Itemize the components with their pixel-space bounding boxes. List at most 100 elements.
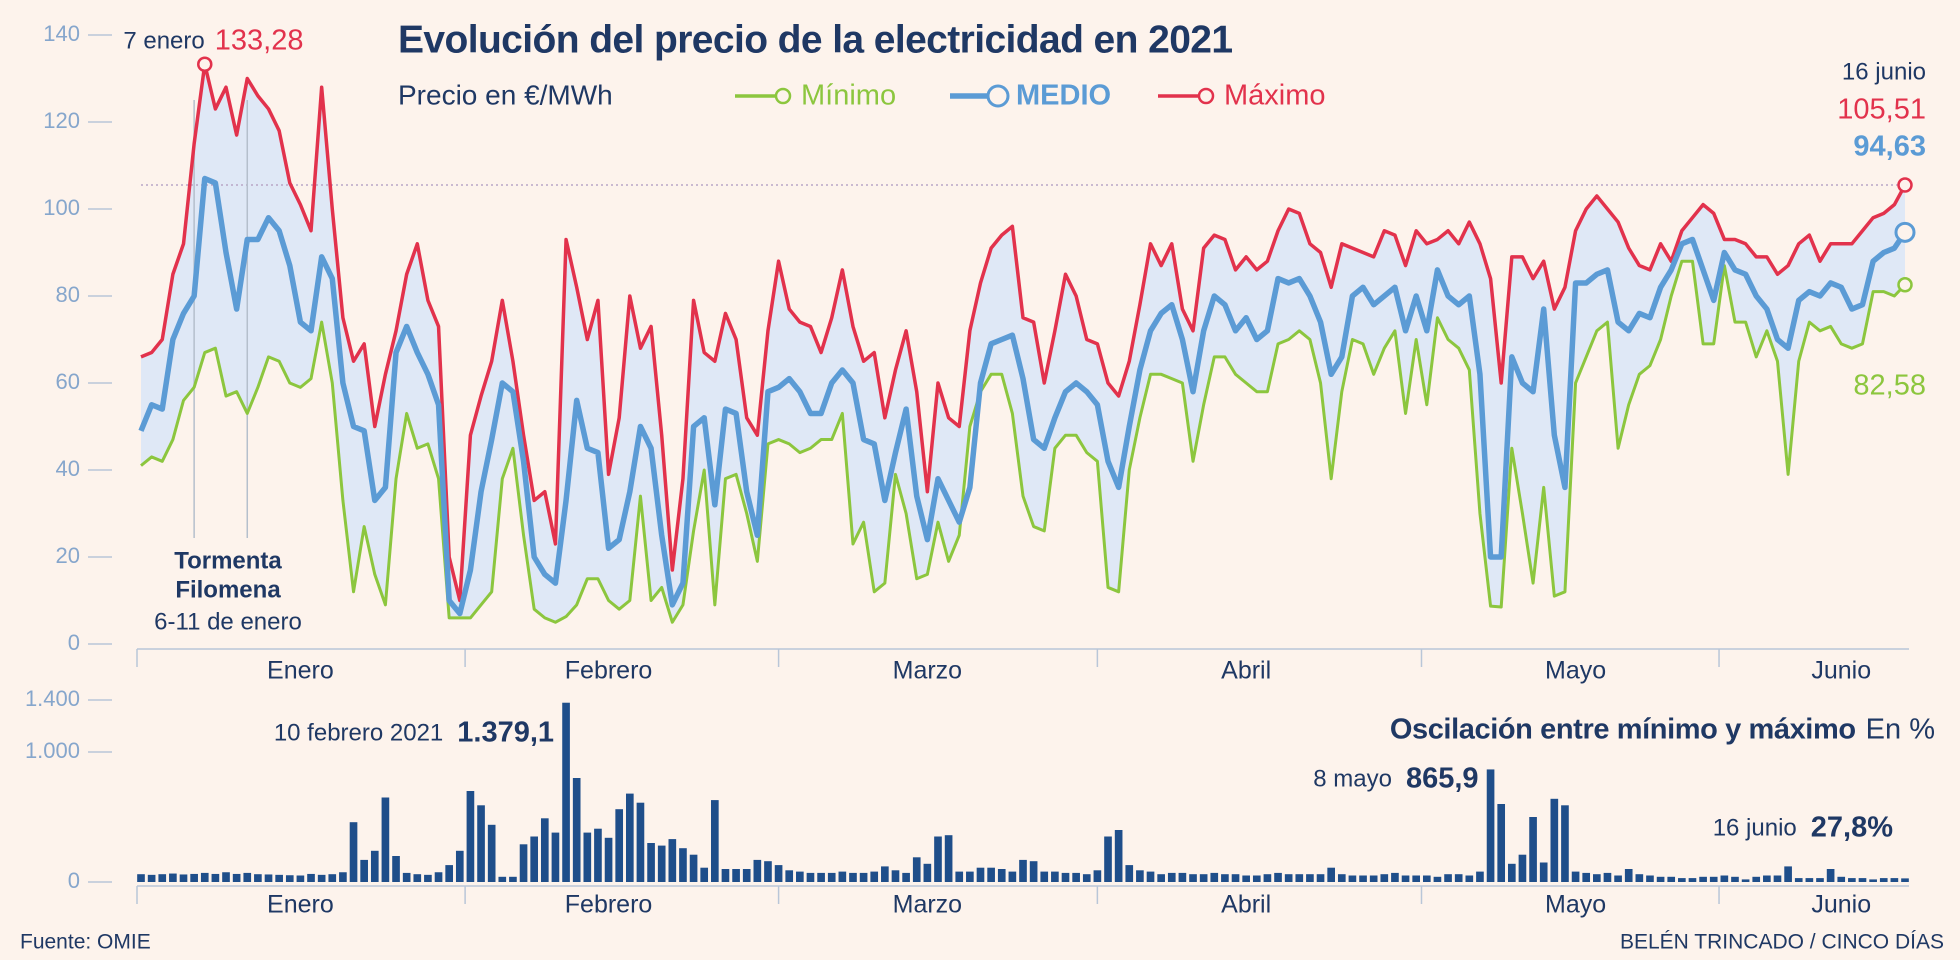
bar (572, 778, 581, 882)
bar (328, 874, 337, 882)
bar (625, 793, 634, 882)
bar (944, 835, 953, 882)
bar (1741, 879, 1750, 882)
bar (1486, 769, 1495, 882)
annotation: 16 junio (1842, 58, 1926, 85)
bar (604, 837, 613, 882)
bar (370, 850, 379, 882)
x-tick-label: Abril (1221, 891, 1271, 919)
bar (689, 854, 698, 882)
bar (275, 874, 283, 882)
bar (721, 869, 730, 882)
bar (1646, 875, 1654, 882)
bar (1476, 871, 1484, 882)
bar (519, 844, 528, 882)
point-marker (1897, 277, 1913, 293)
bar (1454, 874, 1463, 882)
chart-title: Evolución del precio de la electricidad … (398, 18, 1232, 61)
y-tick-label: 1.400 (25, 686, 80, 711)
bar (1667, 876, 1676, 882)
bar (997, 869, 1006, 882)
bar (1082, 874, 1091, 882)
y-tick-label: 80 (56, 282, 80, 307)
bar (424, 874, 432, 882)
bar (1104, 836, 1112, 882)
bar (1773, 875, 1782, 882)
bar (657, 845, 666, 882)
annotation: 7 enero (123, 27, 204, 54)
bar (1816, 878, 1824, 882)
bar (1040, 871, 1049, 882)
bar-unit: En % (1866, 714, 1935, 746)
bar (1794, 878, 1803, 882)
x-tick-label: Abril (1221, 657, 1271, 685)
bar (339, 872, 347, 882)
bar (1656, 876, 1665, 882)
bar (934, 836, 942, 882)
bar (1678, 878, 1686, 882)
bar (742, 869, 751, 882)
x-tick-label: Junio (1811, 657, 1871, 685)
bar (1731, 876, 1739, 882)
bar (1709, 876, 1718, 882)
legend-label: MEDIO (1016, 80, 1111, 112)
value-label: 1.379,1 (457, 717, 554, 749)
x-tick-label: Mayo (1545, 891, 1606, 919)
bar (477, 805, 485, 882)
series-line (138, 175, 1908, 617)
bar (1337, 874, 1346, 882)
bar (1114, 830, 1123, 882)
bar (1136, 870, 1144, 882)
value-label: 94,63 (1853, 131, 1926, 163)
y-tick-label: 0 (68, 868, 80, 893)
bar (1593, 874, 1601, 882)
bar (1550, 798, 1559, 882)
bar (551, 832, 560, 882)
bar (806, 872, 815, 882)
bar (966, 871, 974, 882)
bar (1603, 872, 1612, 882)
bar (1879, 878, 1888, 882)
bar (1837, 876, 1846, 882)
bar (955, 871, 964, 882)
bar (1061, 872, 1070, 882)
x-tick-label: Marzo (893, 891, 962, 919)
bar (158, 874, 167, 882)
bar (827, 872, 836, 882)
bar (307, 873, 315, 882)
value-label: 82,58 (1853, 370, 1926, 402)
bar (1869, 879, 1877, 882)
bar (487, 824, 496, 882)
value-label: 27,8% (1811, 812, 1893, 844)
bar (1763, 875, 1771, 882)
bar (1433, 876, 1442, 882)
legend-marker (1197, 87, 1215, 105)
bar (1412, 875, 1421, 882)
bar (1571, 871, 1580, 882)
bar (1199, 874, 1208, 882)
bar (1252, 875, 1261, 882)
bar (1019, 859, 1027, 882)
series-line (140, 62, 1907, 603)
bar (1189, 874, 1197, 882)
bar (700, 867, 709, 882)
bar (987, 867, 995, 882)
x-tick-label: Febrero (565, 891, 653, 919)
bar (1826, 869, 1835, 882)
bar (381, 797, 390, 882)
credit: BELÉN TRINCADO / CINCO DÍAS (1620, 931, 1944, 954)
bar (254, 874, 262, 882)
bar (711, 800, 719, 882)
bar (1359, 875, 1367, 882)
bar (1529, 817, 1537, 882)
bar (1901, 878, 1909, 882)
series-line (140, 259, 1907, 624)
y-tick-label: 100 (43, 195, 80, 220)
bar (891, 870, 900, 882)
bar (859, 872, 868, 882)
x-tick-label: Enero (267, 657, 334, 685)
bar (881, 866, 889, 882)
bar (190, 873, 198, 882)
bar (413, 874, 422, 882)
